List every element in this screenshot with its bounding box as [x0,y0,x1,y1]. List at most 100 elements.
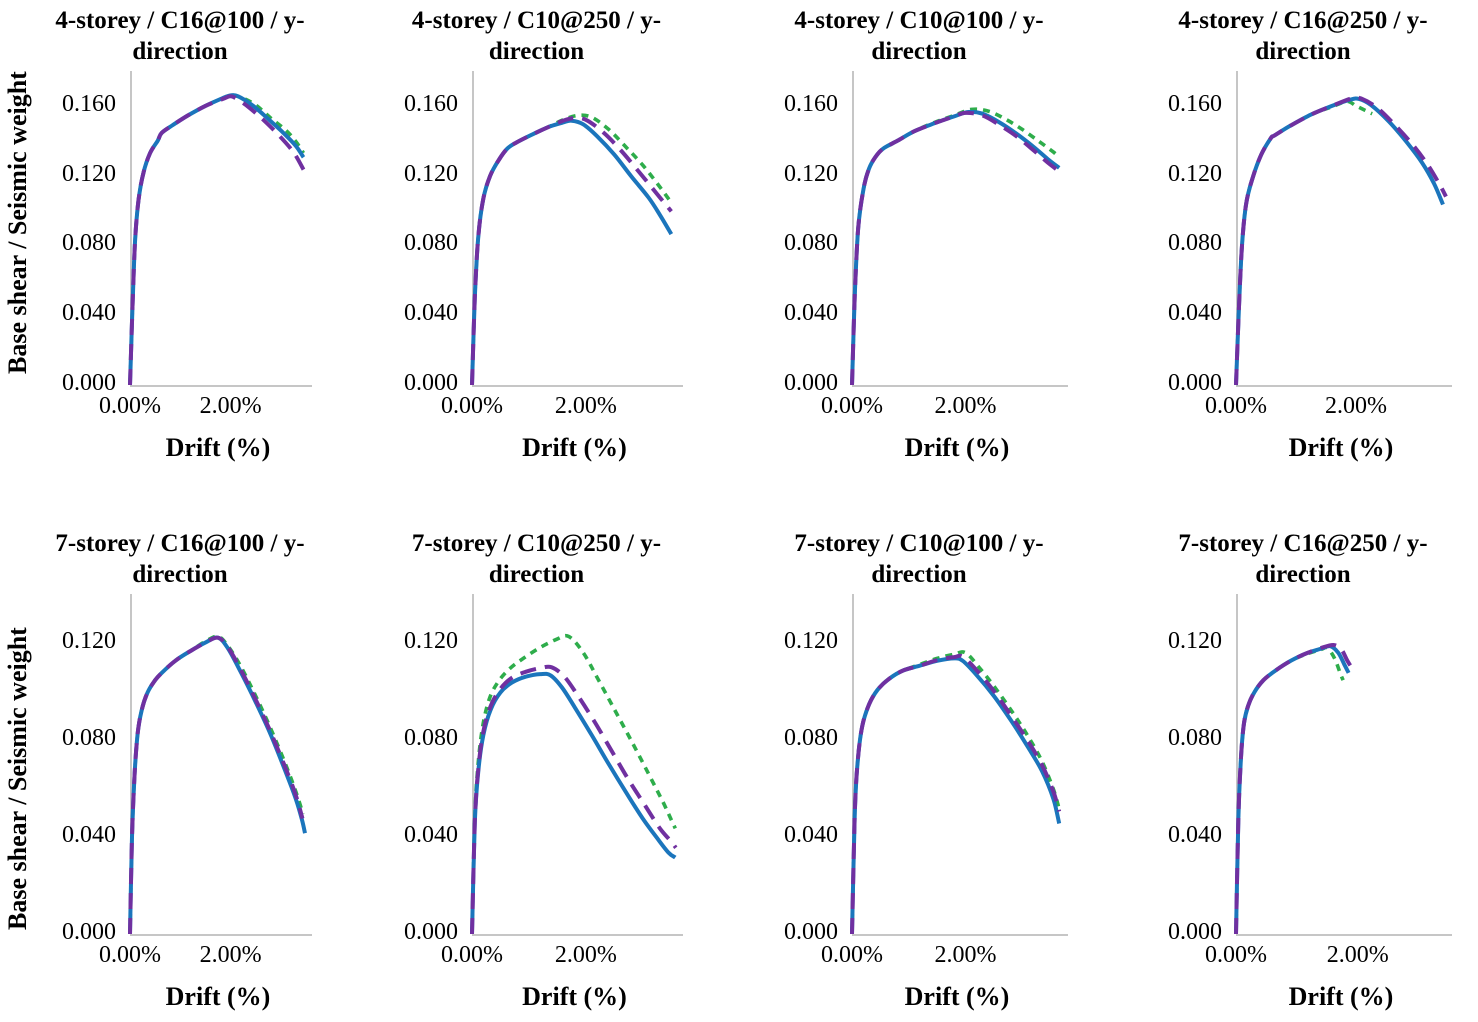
chart-cell-7-storey-c10-250: 7-storey / C10@250 / y-direction 0.000 0.… [372,511,738,1022]
long-dash-purple-curve [470,664,678,935]
chart-title: 4-storey / C16@250 / y-direction [1136,6,1470,67]
long-dash-purple-curve [128,94,306,386]
y-tick-label: 0.040 [404,300,458,327]
long-dash-purple-curve [470,115,673,386]
y-tick-label: 0.040 [1168,821,1222,848]
x-axis-line [1236,385,1452,387]
y-tick-label: 0.120 [1168,627,1222,654]
chart-title-line1: 7-storey / C16@100 / y- [55,530,305,557]
chart-title-line1: 7-storey / C10@250 / y- [411,530,662,557]
chart-title: 4-storey / C10@250 / y-direction [372,6,701,67]
y-axis-line [1236,594,1238,936]
short-dash-green-curve [470,633,677,935]
chart-cell-4-storey-c16-100: Base shear / Seismic weight 4-storey / C… [0,0,372,511]
chart-cell-7-storey-c10-100: 7-storey / C10@100 / y-direction 0.000 0.… [738,511,1108,1022]
x-tick-label: 2.00% [934,942,997,968]
short-dash-green-curve [1234,99,1373,386]
y-tick-label: 0.080 [784,230,838,257]
y-tick-label: 0.000 [1168,370,1222,396]
x-axis-line [472,385,683,387]
solid-blue-curve [1234,96,1445,386]
chart-title-line2: direction [871,37,967,65]
x-tick-label: 0.00% [99,393,161,419]
chart-title-line1: 4-storey / C10@100 / y- [794,7,1044,34]
chart-cell-7-storey-c16-100: Base shear / Seismic weight 7-storey / C… [0,511,372,1022]
y-tick-label: 0.080 [62,724,116,751]
y-tick-label: 0.000 [1168,919,1222,945]
x-axis-title: Drift (%) [165,433,271,462]
chart-cell-4-storey-c10-100: 4-storey / C10@100 / y-direction 0.000 0.… [738,0,1108,511]
chart-title-line2: direction [488,560,585,588]
solid-blue-curve [850,109,1061,386]
y-tick-label: 0.040 [62,300,116,327]
series-lines [128,93,306,386]
y-tick-label: 0.160 [404,90,458,117]
chart-body: 7-storey / C16@100 / y-direction 0.000 0.… [30,511,372,1012]
chart-title: 4-storey / C16@100 / y-direction [30,6,330,67]
chart-title: 7-storey / C16@100 / y-direction [30,529,330,590]
y-tick-label: 0.000 [784,919,838,945]
y-tick-label: 0.080 [404,230,458,257]
y-axis-line [1236,71,1238,387]
chart-body: 4-storey / C16@100 / y-direction 0.000 0.… [30,0,372,463]
series-lines [128,634,307,935]
x-axis-title: Drift (%) [522,433,627,462]
plot-area: 0.000 0.040 0.080 0.120 0.160 0.00% 2.00% [752,71,1072,431]
x-axis-title: Drift (%) [1288,433,1394,462]
y-axis-line [472,71,474,387]
y-axis-line [852,594,854,936]
chart-title-line2: direction [871,560,967,588]
long-dash-purple-curve [1234,642,1356,935]
chart-title-line2: direction [1255,37,1351,65]
x-axis-title: Drift (%) [1288,982,1394,1011]
x-tick-label: 0.00% [441,942,503,968]
long-dash-purple-curve [850,110,1061,386]
short-dash-green-curve [1234,645,1345,935]
y-axis-line [472,594,474,936]
x-tick-label: 0.00% [1205,393,1267,419]
y-tick-label: 0.000 [404,919,458,945]
chart-body: 4-storey / C16@250 / y-direction 0.000 0.… [1136,0,1478,463]
chart-title: 4-storey / C10@100 / y-direction [752,6,1086,67]
chart-title-line2: direction [132,37,228,65]
y-tick-label: 0.120 [404,627,458,654]
solid-blue-curve [1234,644,1351,935]
long-dash-purple-curve [1234,95,1448,386]
chart-body: 7-storey / C10@250 / y-direction 0.000 0.… [372,511,738,1012]
plot-area: 0.000 0.040 0.080 0.120 0.160 0.00% 2.00% [1136,71,1456,431]
y-tick-label: 0.120 [784,627,838,654]
y-tick-label: 0.080 [784,724,838,751]
series-lines [470,113,674,386]
solid-blue-curve [128,93,306,386]
plot-area: 0.000 0.040 0.080 0.120 0.160 0.00% 2.00% [30,71,316,431]
chart-title-line1: 7-storey / C16@250 / y- [1178,530,1428,557]
short-dash-green-curve [850,650,1061,935]
x-axis-title: Drift (%) [522,982,627,1011]
x-axis-line [130,934,312,936]
x-tick-label: 2.00% [554,393,617,419]
chart-body: 4-storey / C10@100 / y-direction 0.000 0.… [752,0,1108,463]
long-dash-purple-curve [850,653,1062,935]
y-tick-label: 0.120 [62,160,116,187]
y-axis-line [130,594,132,936]
chart-title: 7-storey / C16@250 / y-direction [1136,529,1470,590]
y-axis-line [130,71,132,387]
y-tick-label: 0.040 [404,821,458,848]
y-tick-label: 0.040 [62,821,116,848]
x-axis-line [852,934,1068,936]
chart-body: 7-storey / C16@250 / y-direction 0.000 0.… [1136,511,1478,1012]
x-tick-label: 0.00% [821,942,883,968]
y-tick-label: 0.040 [1168,300,1222,327]
x-tick-label: 2.00% [934,393,997,419]
y-tick-label: 0.040 [784,300,838,327]
solid-blue-curve [470,118,674,386]
y-tick-label: 0.160 [62,90,116,117]
y-tick-label: 0.120 [784,160,838,187]
chart-title: 7-storey / C10@100 / y-direction [752,529,1086,590]
y-tick-label: 0.120 [1168,160,1222,187]
short-dash-green-curve [128,93,306,386]
chart-title-line1: 4-storey / C16@250 / y- [1178,7,1428,34]
solid-blue-curve [850,656,1062,935]
y-tick-label: 0.000 [62,919,116,945]
